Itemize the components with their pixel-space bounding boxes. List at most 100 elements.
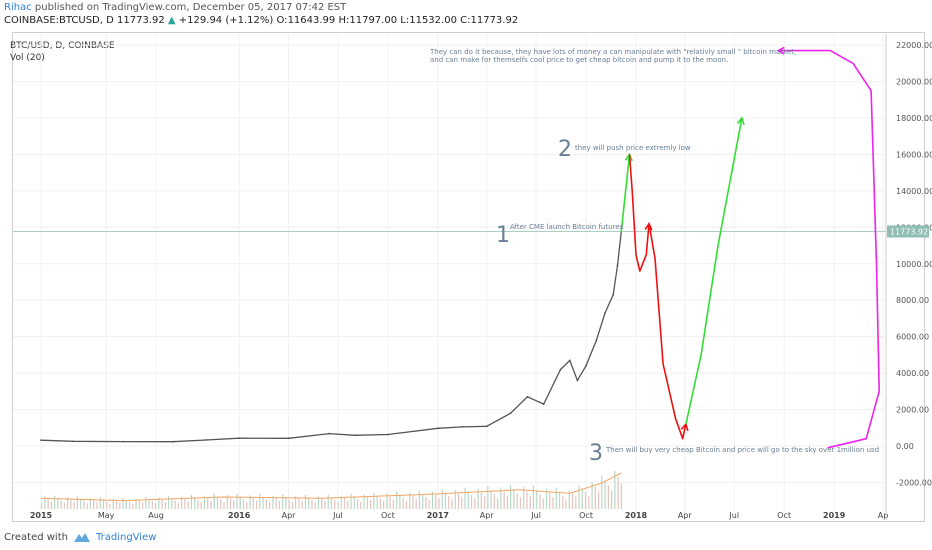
change-value: +129.94 (+1.12%) [178, 15, 274, 26]
publish-info: Rihac published on TradingView.com, Dece… [4, 2, 346, 13]
volume-bar [99, 497, 101, 509]
annotation-1-number: 1 [496, 223, 510, 248]
x-tick-label: Jul [530, 511, 541, 520]
annotation-3-number: 3 [589, 441, 603, 466]
volume-bar [236, 493, 238, 509]
y-tick-label: 0.00 [896, 442, 914, 451]
y-tick-label: -2000.00 [896, 478, 932, 487]
price-point [576, 379, 579, 382]
volume-bar [161, 499, 163, 509]
author-link[interactable]: Rihac [4, 2, 32, 13]
volume-bar [295, 495, 297, 509]
volume-bar [155, 503, 157, 509]
annotation-top-line-1: They can do it because, they have lots o… [429, 48, 796, 56]
volume-bar [435, 494, 437, 509]
price-point [461, 426, 464, 428]
volume-bar [181, 496, 183, 509]
volume-bar [422, 493, 424, 509]
annotation-1-text: After CME launch Bitcoin futures [510, 223, 624, 231]
y-tick-label: 10000.00 [896, 260, 932, 269]
volume-bar [50, 501, 52, 509]
volume-bar [246, 501, 248, 509]
volume-bar [594, 486, 596, 509]
volume-bar [539, 494, 541, 509]
volume-bar [578, 485, 580, 509]
volume-bar [174, 500, 176, 509]
volume-bar [601, 475, 603, 509]
volume-bar [467, 491, 469, 509]
open-label: O: [276, 15, 288, 26]
annotation-2-number: 2 [558, 137, 572, 162]
x-tick-label: Ap [878, 511, 889, 520]
volume-bar [617, 476, 619, 509]
volume-bar [314, 502, 316, 509]
volume-indicator-label: Vol (20) [10, 53, 45, 63]
volume-bar [513, 489, 515, 509]
drawing-red-down-1 [628, 154, 650, 272]
price-point [542, 403, 545, 405]
volume-bar [565, 499, 567, 509]
volume-bar [223, 501, 225, 509]
volume-bar [581, 488, 583, 509]
volume-bar [187, 501, 189, 509]
x-tick-label: 2016 [228, 511, 251, 520]
volume-bar [392, 499, 394, 509]
volume-bar [164, 501, 166, 509]
low-label: L: [400, 15, 410, 26]
volume-bar [597, 491, 600, 509]
volume-bar [334, 499, 336, 509]
volume-bar [555, 487, 557, 509]
volume-bar [190, 495, 193, 509]
volume-bar [477, 488, 479, 509]
volume-bar [542, 498, 544, 509]
volume-bar [383, 501, 385, 509]
volume-bar [282, 494, 284, 509]
tradingview-logo-icon [73, 533, 90, 542]
x-tick-label: 2015 [30, 511, 53, 520]
volume-bar [226, 495, 228, 509]
volume-bar [343, 498, 346, 509]
price-point [568, 359, 571, 362]
y-tick-label: 8000.00 [896, 296, 929, 305]
volume-bar [203, 495, 206, 509]
volume-bar [470, 495, 473, 509]
drawing-magenta-loop [778, 49, 880, 449]
volume-bar [614, 471, 616, 509]
tradingview-brand[interactable]: TradingView [95, 531, 157, 543]
volume-bar [168, 496, 170, 509]
volume-bar [145, 497, 147, 509]
price-point [509, 412, 512, 415]
drawing-green-up [620, 154, 631, 232]
open-value: 11643.99 [287, 15, 336, 26]
volume-bar [584, 491, 587, 509]
volume-bar [604, 480, 606, 509]
volume-bar [451, 499, 453, 509]
volume-bar [291, 502, 294, 509]
volume-bar [461, 497, 463, 509]
volume-bar [428, 500, 430, 509]
volume-bar [115, 500, 118, 509]
volume-bar [67, 497, 69, 509]
y-tick-label: 6000.00 [896, 333, 929, 342]
price-point [612, 293, 614, 296]
price-point [387, 433, 389, 436]
volume-bar [220, 499, 222, 509]
volume-bar [611, 490, 613, 509]
drawing-arrowhead [624, 152, 633, 162]
last-price-tag [887, 225, 929, 238]
volume-bar [503, 491, 505, 509]
created-with-text: Created with [4, 531, 68, 543]
last-value: 11773.92 [117, 15, 165, 26]
volume-bar [402, 497, 404, 509]
volume-bar [210, 500, 212, 509]
volume-bar [148, 499, 150, 509]
volume-bar [158, 497, 160, 509]
volume-bar [135, 498, 137, 509]
volume-bar [288, 499, 290, 509]
volume-bar [96, 502, 98, 509]
volume-bar [353, 496, 355, 509]
volume-bar [80, 498, 82, 509]
volume-bar [70, 499, 72, 509]
volume-bar [301, 501, 303, 509]
